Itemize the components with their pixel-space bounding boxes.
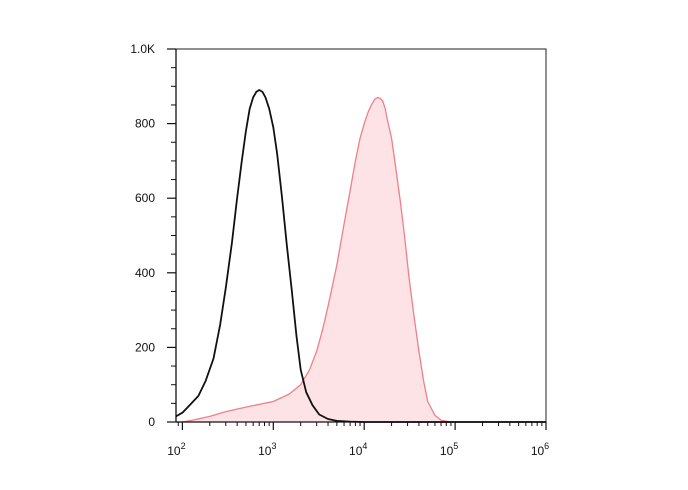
series-layer bbox=[175, 89, 546, 423]
y-tick-label: 800 bbox=[135, 117, 155, 131]
y-tick-label: 0 bbox=[148, 415, 155, 429]
histogram-fill bbox=[176, 97, 546, 422]
y-tick-label: 600 bbox=[135, 191, 155, 205]
x-tick-label: 105 bbox=[440, 441, 458, 458]
x-axis: 102 103 104 105 106 bbox=[167, 421, 549, 458]
y-tick-label: 400 bbox=[135, 266, 155, 280]
x-tick-label: 103 bbox=[258, 441, 276, 458]
x-tick-label: 106 bbox=[531, 441, 549, 458]
y-tick-label: 200 bbox=[135, 340, 155, 354]
histogram-line bbox=[175, 89, 546, 423]
x-tick-label: 102 bbox=[167, 441, 185, 458]
y-tick-label: 1.0K bbox=[130, 42, 155, 56]
histogram-outline bbox=[176, 96, 546, 423]
x-tick-label: 104 bbox=[349, 441, 367, 458]
y-axis: 0 200 400 600 800 1.0K bbox=[130, 42, 177, 429]
